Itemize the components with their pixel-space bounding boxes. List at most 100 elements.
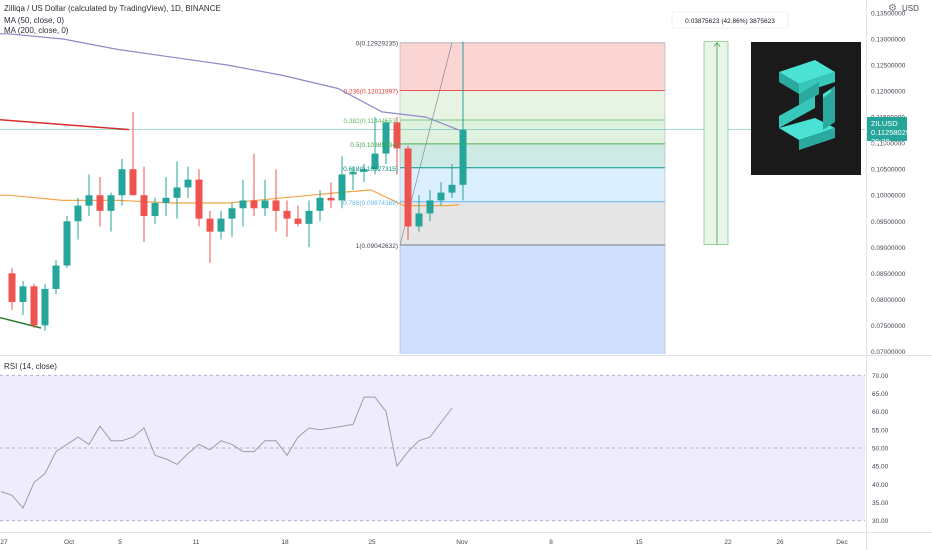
candle-body (96, 195, 104, 211)
price-tick-label: 0.07000000 (871, 349, 906, 356)
candlestick-series (8, 41, 467, 331)
countdown-timer: 29:29 (871, 137, 890, 146)
candle-body (30, 286, 38, 326)
fib-label-0.786: 0.786(0.09874369) (343, 200, 398, 207)
time-tick-label: 18 (281, 539, 289, 546)
measure-box (703, 41, 729, 245)
price-tick-label: 0.09000000 (871, 245, 906, 252)
candle-body (63, 221, 71, 266)
rsi-tick-label: 70.00 (872, 373, 889, 380)
candle-body (393, 122, 401, 149)
fibonacci-labels: 0(0.12929235) 0.236(0.12011997) 0.382(0.11… (343, 41, 398, 250)
candle-body (129, 169, 137, 196)
fib-zone-0.5 (400, 143, 665, 168)
rsi-tick-label: 50.00 (872, 446, 889, 453)
candle-body (41, 288, 49, 326)
candle-body (448, 184, 456, 193)
price-tick-label: 0.13500000 (871, 11, 906, 18)
fib-label-0.618: 0.618(0.10527315) (343, 166, 398, 173)
price-tick-label: 0.10000000 (871, 193, 906, 200)
candle-body (426, 200, 434, 214)
candle-body (338, 174, 346, 201)
time-tick-label: Nov (456, 539, 468, 546)
candle-body (272, 200, 280, 211)
candle-body (360, 169, 368, 172)
candle-body (459, 129, 467, 185)
time-tick-label: 26 (776, 539, 784, 546)
moving-averages (0, 33, 460, 329)
time-tick-label: 27 (0, 539, 8, 546)
currency-label[interactable]: USD (902, 4, 919, 13)
price-tick-label: 0.12500000 (871, 63, 906, 70)
fib-label-0.236: 0.236(0.12011997) (344, 88, 398, 95)
candle-body (294, 218, 302, 224)
price-range-measure: 0.03875623 (42.86%) 3875623 (671, 11, 789, 245)
rsi-tick-label: 60.00 (872, 409, 889, 416)
candle-body (305, 210, 313, 224)
rsi-tick-label: 55.00 (872, 427, 889, 434)
candle-body (228, 208, 236, 219)
rsi-tick-label: 30.00 (872, 518, 889, 525)
price-tick-label: 0.08000000 (871, 297, 906, 304)
candle-body (404, 148, 412, 227)
candle-body (8, 273, 16, 302)
time-tick-label: 22 (724, 539, 732, 546)
rsi-line (0, 396, 453, 509)
fib-label-1: 1(0.09042632) (356, 243, 398, 250)
candle-body (206, 218, 214, 232)
candle-body (107, 195, 115, 211)
price-tick-label: 0.10500000 (871, 167, 906, 174)
candle-body (327, 197, 335, 201)
gear-icon[interactable]: ⚙ (888, 3, 897, 14)
candle-body (415, 213, 423, 227)
candle-body (173, 187, 181, 198)
zilliqa-logo-icon (751, 42, 861, 175)
price-tick-label: 0.11000000 (871, 141, 905, 148)
ma200-line (0, 33, 460, 131)
time-tick-label: 15 (635, 539, 643, 546)
candle-body (217, 218, 225, 232)
chart-title: Zilliqa / US Dollar (calculated by Tradi… (4, 4, 221, 13)
candle-body (239, 200, 247, 209)
fib-zone-0.236 (400, 90, 665, 121)
symbol-label: ZILUSD (871, 119, 898, 128)
candle-body (261, 200, 269, 209)
candle-body (371, 153, 379, 170)
candle-body (316, 197, 324, 211)
ma50-legend[interactable]: MA (50, close, 0) (4, 16, 65, 25)
price-tick-label: 0.12000000 (871, 89, 906, 96)
fib-zone-0.382 (400, 120, 665, 144)
time-tick-label: 11 (193, 539, 200, 546)
price-axis[interactable]: 0.07000000 0.07500000 0.08000000 0.08500000… (871, 11, 906, 356)
price-tick-label: 0.09500000 (871, 219, 906, 226)
time-tick-label: Oct (64, 539, 74, 546)
fib-label-0.5: 0.5(0.10985934) (350, 142, 398, 149)
time-tick-label: 25 (368, 539, 376, 546)
time-tick-label: 5 (118, 539, 122, 546)
measure-label: 0.03875623 (42.86%) 3875623 (685, 18, 775, 25)
rsi-panel (0, 374, 865, 522)
trendline-red (0, 118, 130, 131)
last-price-label: ZILUSD 0.11258029 29:29 (867, 117, 911, 146)
candle-body (118, 169, 126, 196)
price-panel: 0(0.12929235) 0.236(0.12011997) 0.382(0.11… (0, 11, 865, 354)
rsi-tick-label: 40.00 (872, 482, 889, 489)
candle-body (437, 192, 445, 201)
candle-body (52, 265, 60, 289)
rsi-tick-label: 45.00 (872, 464, 889, 471)
time-tick-label: 8 (549, 539, 553, 546)
candle-body (74, 205, 82, 222)
fib-label-0.382: 0.382(0.11444553) (344, 118, 398, 125)
candle-body (140, 195, 148, 217)
ma200-legend[interactable]: MA (200, close, 0) (4, 26, 69, 35)
price-tick-label: 0.13000000 (871, 37, 906, 44)
fibonacci-retracement (0, 42, 865, 354)
rsi-axis[interactable]: 30.00 35.00 40.00 45.00 50.00 55.00 60.00 65.00… (872, 373, 889, 525)
fib-label-0: 0(0.12929235) (356, 41, 398, 48)
candle-body (283, 210, 291, 219)
time-axis[interactable]: 27 Oct 5 11 18 25 Nov 8 15 22 26 Dec (0, 539, 848, 546)
rsi-legend[interactable]: RSI (14, close) (4, 362, 57, 371)
candle-body (382, 122, 390, 154)
price-value: 0.11258029 (871, 128, 911, 137)
